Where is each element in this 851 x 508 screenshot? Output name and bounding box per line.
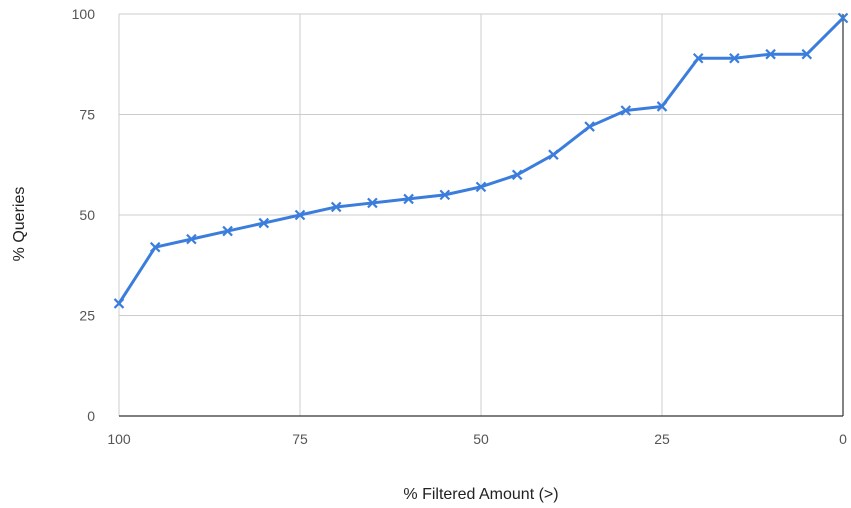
data-point-marker [620,105,632,116]
y-axis-title: % Queries [11,187,28,262]
marker-stroke [367,197,378,209]
y-tick-label: 25 [79,308,95,324]
data-point-marker [656,101,668,112]
data-point-marker [439,189,451,201]
x-tick-label: 25 [654,431,670,447]
data-point-marker [403,193,414,205]
marker-stroke [511,169,523,181]
data-point-marker [801,48,813,60]
marker-stroke [330,201,342,213]
marker-stroke [186,233,197,245]
data-point-marker [475,181,487,193]
x-axis-title: % Filtered Amount (>) [403,486,558,503]
marker-stroke [439,189,451,201]
series-layer [113,12,849,309]
data-point-marker [113,298,125,309]
x-tick-label: 50 [473,431,489,447]
data-point-marker [186,233,197,245]
marker-stroke [548,149,559,160]
data-point-marker [729,52,740,64]
data-point-marker [149,241,161,253]
marker-stroke [403,193,414,205]
marker-stroke [113,298,125,309]
gridlines [118,13,843,416]
marker-stroke [620,105,632,116]
data-point-marker [548,149,559,160]
y-tick-label: 0 [87,408,95,424]
data-point-marker [692,52,704,64]
data-point-marker [258,217,270,229]
marker-stroke [656,101,668,112]
axes [119,14,844,417]
marker-stroke [801,48,813,60]
y-tick-label: 75 [79,107,95,123]
data-point-marker [837,12,849,24]
marker-stroke [258,217,270,229]
marker-stroke [692,52,704,64]
data-point-marker [294,209,306,221]
x-tick-label: 100 [107,431,131,447]
marker-stroke [765,48,776,60]
tick-labels: 0 25 50 75 100 100 75 50 25 0 [72,6,847,447]
y-tick-label: 50 [79,207,95,223]
data-point-marker [367,197,378,209]
y-tick-label: 100 [72,6,96,22]
data-point-marker [511,169,523,181]
marker-stroke [149,241,161,253]
data-point-marker [330,201,342,213]
data-point-marker [765,48,776,60]
marker-stroke [294,209,306,221]
marker-stroke [475,181,487,193]
marker-stroke [584,121,595,132]
x-tick-label: 0 [839,431,847,447]
marker-stroke [837,12,849,24]
data-point-marker [584,121,595,132]
marker-stroke [222,225,233,237]
marker-stroke [729,52,740,64]
data-point-marker [222,225,233,237]
x-tick-label: 75 [292,431,308,447]
